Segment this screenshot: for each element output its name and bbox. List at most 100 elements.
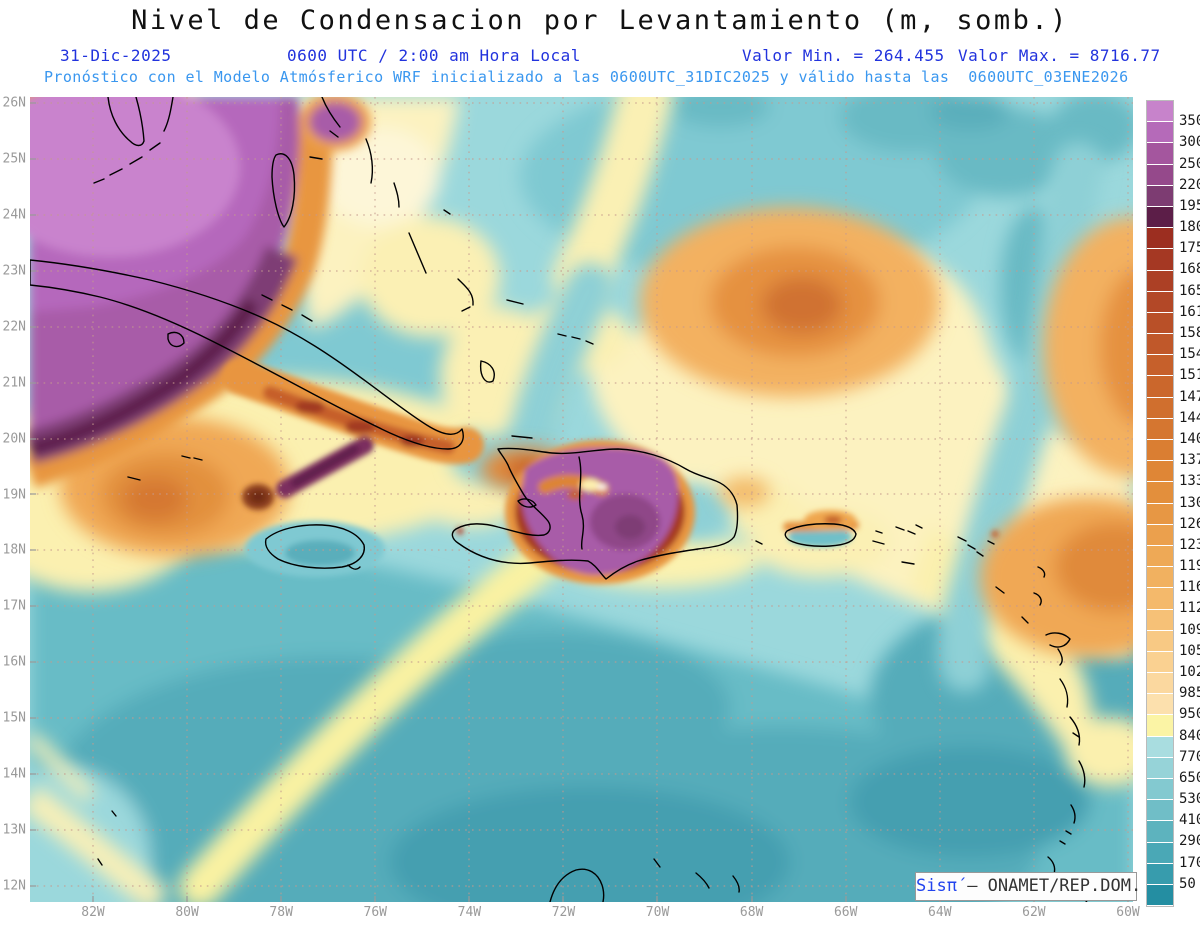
lat-label: 13N <box>2 822 26 838</box>
colorbar-segment <box>1147 863 1173 885</box>
colorbar-segment <box>1147 143 1173 165</box>
colorbar-segment <box>1147 673 1173 695</box>
lat-label: 21N <box>2 375 26 391</box>
lat-label: 16N <box>2 654 26 670</box>
colorbar-segment <box>1147 884 1173 907</box>
colorbar-tick-label: 50 <box>1179 875 1196 892</box>
colorbar-segment <box>1147 397 1173 419</box>
lon-label: 80W <box>175 905 199 920</box>
colorbar-segment <box>1147 588 1173 610</box>
attribution-box: Sisπ́ — ONAMET/REP.DOM. <box>915 872 1141 901</box>
lat-label: 22N <box>2 319 26 335</box>
lcl-field-map <box>0 47 1200 927</box>
colorbar-segment <box>1147 122 1173 144</box>
colorbar-tick-label: 1580 <box>1179 325 1200 342</box>
colorbar-tick-label: 1685 <box>1179 261 1200 278</box>
colorbar-tick-label: 1510 <box>1179 367 1200 384</box>
cuba-coastal-band <box>222 359 1000 577</box>
colorbar-tick-label: 1650 <box>1179 282 1200 299</box>
colorbar-segment <box>1147 757 1173 779</box>
colorbar-segment <box>1147 334 1173 356</box>
brand-logo-text: Sisπ́ <box>916 876 957 896</box>
colorbar-segment <box>1147 715 1173 737</box>
colorbar-segment <box>1147 567 1173 589</box>
colorbar-segment <box>1147 779 1173 801</box>
colorbar-tick-label: 1195 <box>1179 558 1200 575</box>
colorbar-tick-label: 985 <box>1179 685 1200 702</box>
value-max: Valor Max. = 8716.77 <box>958 46 1161 65</box>
colorbar-tick-label: 1475 <box>1179 388 1200 405</box>
colorbar-tick-label: 1160 <box>1179 579 1200 596</box>
colorbar-tick-label: 170 <box>1179 854 1200 871</box>
colorbar-tick-label: 1090 <box>1179 621 1200 638</box>
colorbar-segment <box>1147 206 1173 229</box>
colorbar-segment <box>1147 291 1173 313</box>
lat-label: 18N <box>2 542 26 558</box>
colorbar-segment <box>1147 164 1173 186</box>
colorbar-tick-label: 1300 <box>1179 494 1200 511</box>
lon-label: 76W <box>363 905 388 920</box>
colorbar-tick-label: 1950 <box>1179 197 1200 214</box>
colorbar-tick-label: 1545 <box>1179 346 1200 363</box>
lon-label: 68W <box>739 905 764 920</box>
lon-label: 60W <box>1116 905 1140 920</box>
colorbar-tick-label: 290 <box>1179 833 1200 850</box>
colorbar-segment <box>1147 249 1173 271</box>
attribution-text: — ONAMET/REP.DOM. <box>956 876 1142 896</box>
lat-label: 25N <box>2 151 26 167</box>
lat-label: 15N <box>2 710 26 726</box>
colorbar-segment <box>1147 440 1173 462</box>
lat-label: 26N <box>2 95 26 111</box>
colorbar-segment <box>1147 630 1173 652</box>
colorbar-segment <box>1147 503 1173 525</box>
purple-high-region <box>0 77 371 489</box>
colorbar-segment <box>1147 842 1173 864</box>
colorbar-tick-label: 1800 <box>1179 219 1200 236</box>
colorbar-tick-label: 410 <box>1179 812 1200 829</box>
colorbar-tick-label: 3000 <box>1179 134 1200 151</box>
colorbar-segment <box>1147 736 1173 758</box>
colorbar-tick-label: 3500 <box>1179 113 1200 130</box>
colorbar-segment <box>1147 101 1173 123</box>
forecast-date: 31-Dic-2025 <box>60 46 172 65</box>
lat-label: 14N <box>2 766 26 782</box>
colorbar <box>1146 100 1174 907</box>
colorbar-segment <box>1147 821 1173 843</box>
colorbar-tick-label: 1055 <box>1179 642 1200 659</box>
ocean-teal-field <box>0 77 1190 927</box>
graticule <box>30 97 1133 902</box>
lon-label: 78W <box>269 905 293 920</box>
colorbar-segment <box>1147 545 1173 568</box>
hispaniola-purple-blob <box>505 440 695 584</box>
page-title: Nivel de Condensacion por Levantamiento … <box>131 5 1069 36</box>
colorbar-tick-label: 1335 <box>1179 473 1200 490</box>
colorbar-tick-label: 2200 <box>1179 176 1200 193</box>
colorbar-segment <box>1147 461 1173 483</box>
axis-ticks <box>30 102 1129 902</box>
colorbar-segment <box>1147 482 1173 504</box>
lon-label: 62W <box>1022 905 1046 920</box>
lat-label: 17N <box>2 598 26 614</box>
colorbar-tick-label: 1265 <box>1179 515 1200 532</box>
colorbar-tick-label: 2500 <box>1179 155 1200 172</box>
colorbar-segment <box>1147 355 1173 377</box>
colorbar-tick-label: 770 <box>1179 748 1200 765</box>
lat-label: 24N <box>2 207 26 223</box>
colorbar-segment <box>1147 609 1173 631</box>
colorbar-tick-label: 1370 <box>1179 452 1200 469</box>
colorbar-tick-label: 1440 <box>1179 409 1200 426</box>
colorbar-segment <box>1147 312 1173 335</box>
colorbar-tick-label: 1020 <box>1179 663 1200 680</box>
model-run-info: Pronóstico con el Modelo Atmósferico WRF… <box>44 68 1129 86</box>
lon-label: 72W <box>551 905 576 920</box>
value-min: Valor Min. = 264.455 <box>742 46 945 65</box>
colorbar-segment <box>1147 418 1173 440</box>
map-canvas <box>0 47 1200 927</box>
colorbar-segment <box>1147 185 1173 207</box>
colorbar-tick-label: 650 <box>1179 769 1200 786</box>
forecast-time: 0600 UTC / 2:00 am Hora Local <box>287 46 581 65</box>
lon-label: 70W <box>645 905 670 920</box>
